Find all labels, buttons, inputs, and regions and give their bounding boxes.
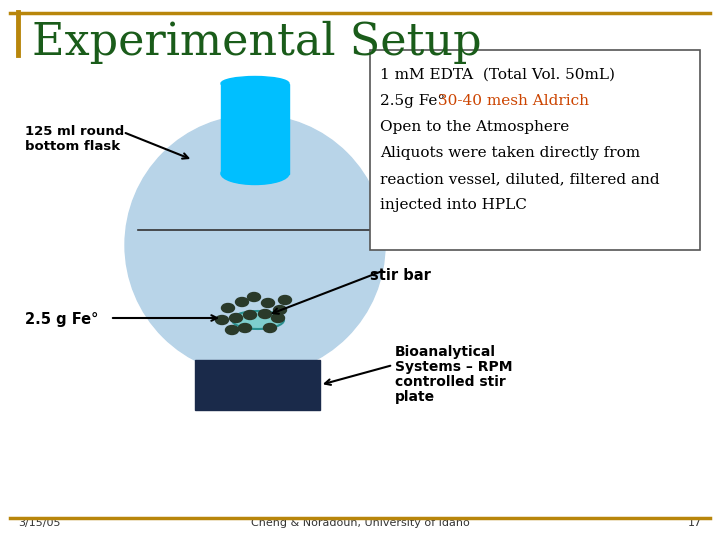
Ellipse shape — [225, 326, 238, 334]
Text: 125 ml round
bottom flask: 125 ml round bottom flask — [25, 125, 125, 153]
Ellipse shape — [221, 77, 289, 91]
Text: Aliquots were taken directly from: Aliquots were taken directly from — [380, 146, 640, 160]
Text: Experimental Setup: Experimental Setup — [32, 21, 482, 64]
Text: Cheng & Noradoun, University of Idaho: Cheng & Noradoun, University of Idaho — [251, 518, 469, 528]
Bar — [221, 84, 289, 173]
Text: 17: 17 — [688, 518, 702, 528]
Ellipse shape — [279, 295, 292, 305]
Ellipse shape — [243, 310, 256, 320]
Ellipse shape — [222, 303, 235, 313]
Text: reaction vessel, diluted, filtered and: reaction vessel, diluted, filtered and — [380, 172, 660, 186]
Text: stir bar: stir bar — [370, 268, 431, 283]
Ellipse shape — [274, 306, 287, 314]
Ellipse shape — [230, 314, 243, 322]
Text: 30-40 mesh Aldrich: 30-40 mesh Aldrich — [438, 94, 589, 108]
Ellipse shape — [248, 293, 261, 301]
Text: Open to the Atmosphere: Open to the Atmosphere — [380, 120, 570, 134]
Ellipse shape — [221, 163, 289, 185]
Ellipse shape — [238, 323, 251, 333]
Ellipse shape — [264, 323, 276, 333]
Text: injected into HPLC: injected into HPLC — [380, 198, 527, 212]
Text: controlled stir: controlled stir — [395, 375, 505, 389]
Text: 1 mM EDTA  (Total Vol. 50mL): 1 mM EDTA (Total Vol. 50mL) — [380, 68, 615, 82]
Text: Bioanalytical: Bioanalytical — [395, 345, 496, 359]
Text: plate: plate — [395, 390, 435, 404]
Ellipse shape — [235, 298, 248, 307]
Text: 2.5g Fe°: 2.5g Fe° — [380, 94, 450, 108]
Ellipse shape — [271, 314, 284, 322]
Ellipse shape — [232, 311, 284, 329]
Ellipse shape — [258, 309, 271, 319]
FancyBboxPatch shape — [370, 50, 700, 250]
Ellipse shape — [261, 299, 274, 307]
Text: 2.5 g Fe°: 2.5 g Fe° — [25, 312, 99, 327]
Ellipse shape — [125, 115, 385, 375]
Text: 3/15/05: 3/15/05 — [18, 518, 60, 528]
Bar — [195, 360, 320, 410]
Ellipse shape — [215, 315, 228, 325]
Text: Systems – RPM: Systems – RPM — [395, 360, 513, 374]
